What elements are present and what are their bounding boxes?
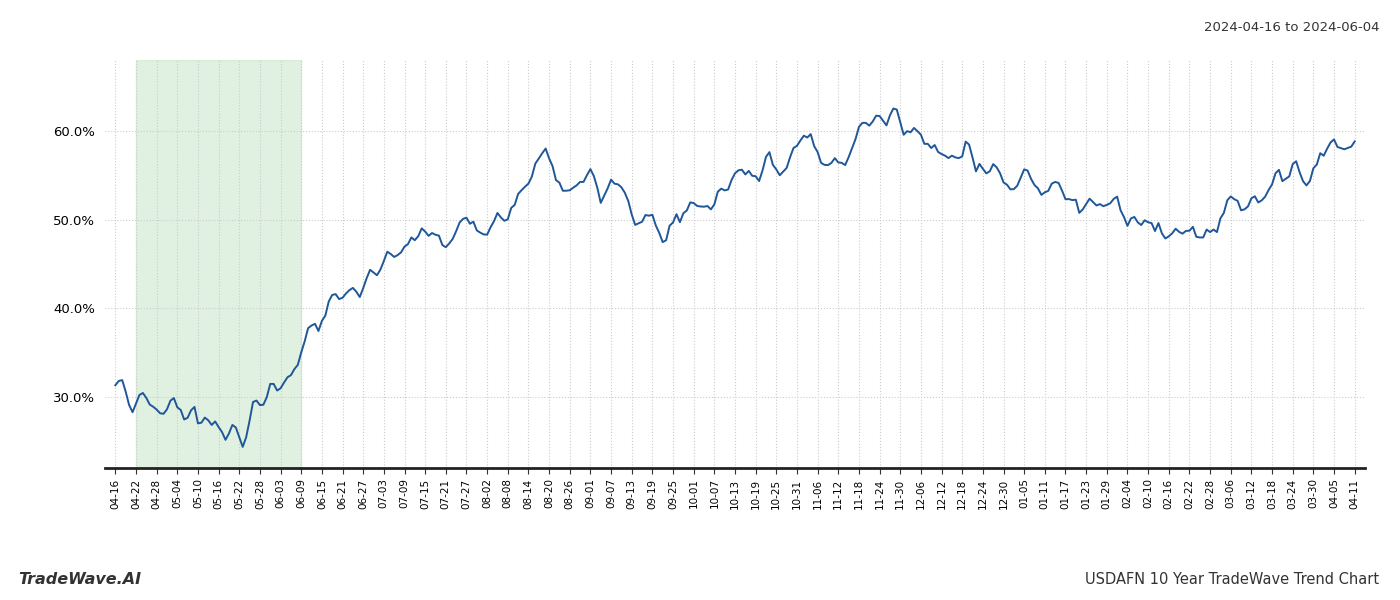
- Text: 2024-04-16 to 2024-06-04: 2024-04-16 to 2024-06-04: [1204, 21, 1379, 34]
- Text: USDAFN 10 Year TradeWave Trend Chart: USDAFN 10 Year TradeWave Trend Chart: [1085, 572, 1379, 587]
- Text: TradeWave.AI: TradeWave.AI: [18, 572, 141, 587]
- Bar: [136, 60, 301, 468]
